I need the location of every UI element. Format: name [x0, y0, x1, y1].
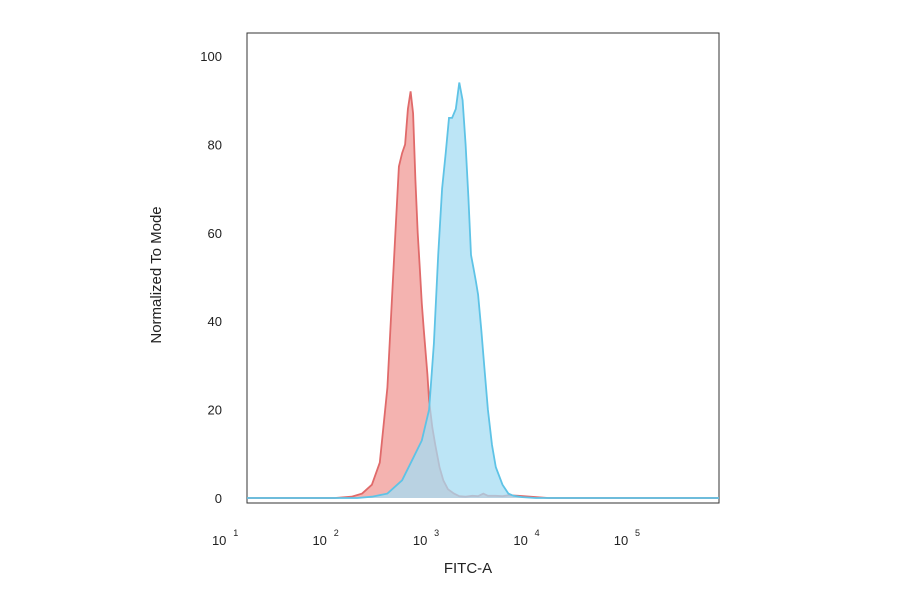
y-tick-label: 40 [208, 314, 222, 329]
x-tick-exponent: 4 [535, 528, 540, 538]
y-tick-label: 0 [215, 491, 222, 506]
series-2-line [247, 82, 719, 499]
x-tick-exponent: 5 [635, 528, 640, 538]
x-tick-exponent: 3 [434, 528, 439, 538]
x-tick-exponent: 1 [233, 528, 238, 538]
x-tick-label: 10 [513, 533, 527, 548]
y-tick-labels: 0 20 40 60 80 100 [200, 49, 222, 506]
series-layer [247, 82, 719, 499]
y-tick-label: 60 [208, 226, 222, 241]
series-2-area [247, 82, 719, 498]
x-tick-label: 10 [212, 533, 226, 548]
y-tick-label: 80 [208, 137, 222, 152]
y-axis-title: Normalized To Mode [148, 206, 165, 343]
x-axis-title: FITC-A [444, 560, 492, 577]
x-tick-labels: 10 1 10 2 10 3 10 4 10 5 [212, 528, 640, 548]
y-tick-label: 100 [200, 49, 222, 64]
x-tick-label: 10 [413, 533, 427, 548]
y-tick-label: 20 [208, 403, 222, 418]
x-tick-label: 10 [614, 533, 628, 548]
x-tick-exponent: 2 [334, 528, 339, 538]
x-tick-label: 10 [312, 533, 326, 548]
